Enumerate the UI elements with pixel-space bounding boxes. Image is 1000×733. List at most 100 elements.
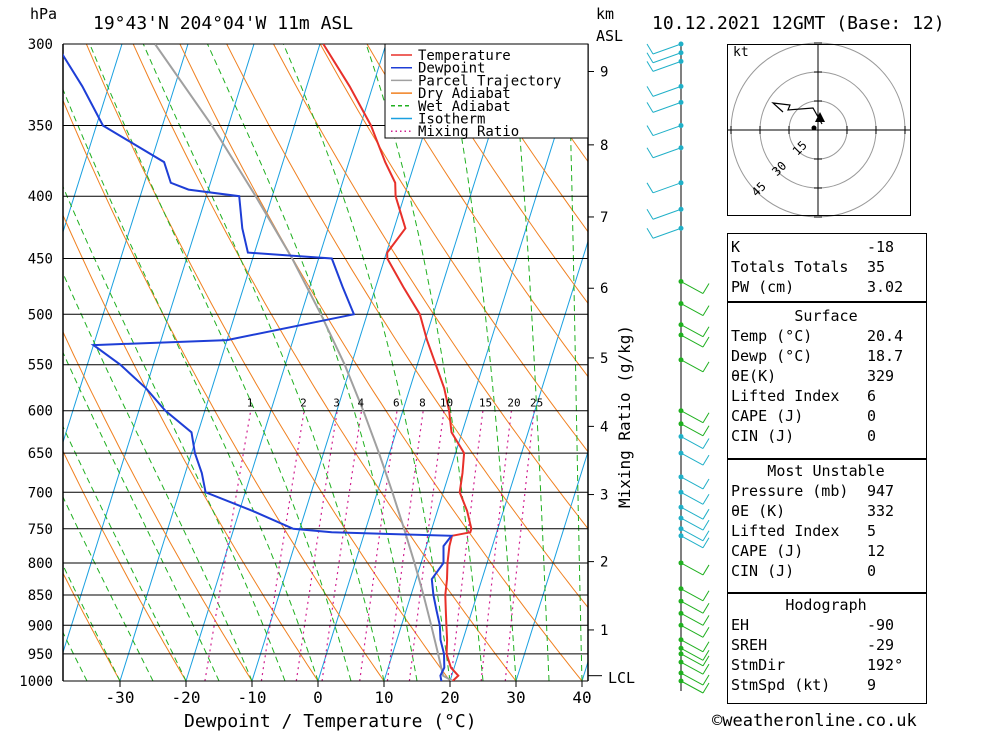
mixing-ratio-line [204,410,252,681]
wind-barb-staff [680,517,704,531]
wind-barb-staff [680,452,704,466]
copyright-link[interactable]: ©weatheronline.co.uk [712,711,917,731]
surface-value: 0 [867,407,877,425]
legend-label: Temperature [418,48,511,64]
wind-barb-flag [646,182,654,194]
wind-barb-flag [702,494,710,505]
unstable-label: θE (K) [731,502,786,520]
wet-adiabat-line [444,44,517,681]
wind-barb-flag [702,412,710,423]
wind-barb-staff [652,125,682,137]
wind-barb-flag [702,438,710,449]
wind-barb-flag [646,125,654,136]
mixing-ratio-tick-label: 25 [530,397,543,410]
dry-adiabat-line [366,44,588,378]
hodo-stat-value: -29 [867,636,895,654]
dry-adiabat-line [928,44,1000,681]
hodograph-trace [771,102,823,125]
hodo-stat-row: EH -90 [727,615,925,635]
hodo-stat-value: -90 [867,616,895,634]
wind-barb-staff [680,661,704,675]
wind-barb-staff [680,588,704,602]
mixing-ratio-tick-label: 2 [300,397,307,410]
mixing-ratio-tick-label: 3 [333,397,340,410]
surface-value: 329 [867,367,895,385]
temperature-tick-label: -20 [172,688,201,707]
index-value: -18 [867,238,895,256]
pressure-tick-label: 700 [28,485,53,501]
hodo-stat-value: 9 [867,676,877,694]
surface-row: Temp (°C) 20.4 [727,326,925,346]
wind-barb-flag [646,102,654,113]
wind-barb-flag [702,674,710,686]
hodo-header: Hodograph [785,596,867,614]
wind-barb-flag [702,655,710,667]
unstable-value: 332 [867,502,895,520]
surface-label: Lifted Index [731,387,840,405]
mixing-ratio-line [260,410,305,681]
unstable-row: CIN (J) 0 [727,561,925,581]
unstable-label: CIN (J) [731,562,795,580]
mixing-ratio-line [480,410,512,681]
legend-box [384,43,589,139]
surface-row: CIN (J) 0 [727,426,925,446]
surface-box [727,302,927,459]
wind-barb-staff [680,436,704,449]
wind-barb-flag [646,147,654,159]
unstable-value: 5 [867,522,877,540]
wind-barb-staff [680,324,704,338]
index-row: Totals Totals 35 [727,257,925,277]
unstable-header: Most Unstable [767,462,885,480]
wind-barb-staff [680,491,704,505]
wind-barb-staff [680,535,704,549]
mixing-ratio-tick-label: 20 [507,397,520,410]
mixing-ratio-tick-label: 1 [247,397,254,410]
dry-adiabat-line [63,99,385,681]
hodograph-marker [811,125,817,131]
wind-barb-staff [680,680,704,694]
hodo-stat-row: StmDir 192° [727,655,925,675]
surface-header: Surface [794,307,858,325]
datetime-label: 10.12.2021 12GMT (Base: 12) [652,13,945,34]
hodo-stat-row: StmSpd (kt) 9 [727,675,925,695]
wind-barb-staff [680,528,704,542]
wind-barb-flag [702,663,710,675]
isotherm-line [449,239,588,681]
temperature-tick-label: -10 [238,688,267,707]
isotherm-line [185,44,387,681]
index-label: K [731,238,741,256]
mixing-ratio-line [408,410,445,681]
profile-dewpoint [63,53,454,681]
mixing-ratio-line [504,410,535,681]
temperature-tick-label: 10 [374,688,393,707]
surface-row: CAPE (J) 0 [727,406,925,426]
wind-barb-flag [702,361,710,373]
pressure-tick-label: 350 [28,119,53,135]
wind-barb-flag [702,682,710,694]
wind-barb-flag [702,283,710,294]
wet-adiabat-line [365,44,484,681]
surface-label: Temp (°C) [731,327,813,345]
wind-barb-staff [680,600,704,614]
pressure-tick-label: 550 [28,358,53,374]
surface-row: θE(K) 329 [727,366,925,386]
legend-label: Mixing Ratio [418,124,519,140]
pressure-tick-label: 1000 [19,674,53,690]
pressure-tick-label: 900 [28,618,53,634]
wind-barb-flag [646,86,654,97]
surface-table: Surface Temp (°C) 20.4 Dewp (°C) 18.7 θE(K) 3… [727,306,925,446]
temperature-tick-label: 30 [506,688,525,707]
mixing-ratio-axis-title: Mixing Ratio (g/kg) [615,325,634,508]
unstable-value: 12 [867,542,886,560]
isotherm-line [63,44,189,444]
unstable-value: 0 [867,562,877,580]
dry-adiabat-line [413,44,588,305]
temperature-tick-label: -30 [106,688,135,707]
dry-adiabat-line [319,44,588,453]
surface-label: CIN (J) [731,427,795,445]
index-row: K -18 [727,237,925,257]
wind-barb-staff [680,476,704,490]
unstable-row: CAPE (J) 12 [727,541,925,561]
unstable-row: Lifted Index 5 [727,521,925,541]
